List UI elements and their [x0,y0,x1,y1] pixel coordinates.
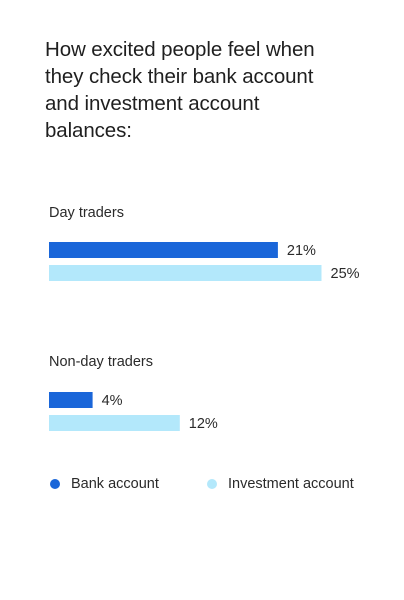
bar-non-day-traders-investment-account [49,415,180,431]
bar-day-traders-investment-account [49,265,322,281]
legend-item-investment-account: Investment account [207,476,354,492]
legend-swatch-investment-account [207,479,217,489]
category-label-non-day-traders: Non-day traders [49,354,153,370]
bar-non-day-traders-bank-account [49,392,93,408]
legend-swatch-bank-account [50,479,60,489]
legend-label-bank-account: Bank account [71,476,159,492]
data-label-non-day-traders-investment-account: 12% [189,416,218,432]
data-label-day-traders-bank-account: 21% [287,243,316,259]
category-label-day-traders: Day traders [49,205,124,221]
data-label-non-day-traders-bank-account: 4% [102,393,123,409]
legend-item-bank-account: Bank account [50,476,159,492]
legend-label-investment-account: Investment account [228,476,354,492]
bar-day-traders-bank-account [49,242,278,258]
chart-title: How excited people feel when they check … [45,38,315,142]
data-label-day-traders-investment-account: 25% [331,266,360,282]
